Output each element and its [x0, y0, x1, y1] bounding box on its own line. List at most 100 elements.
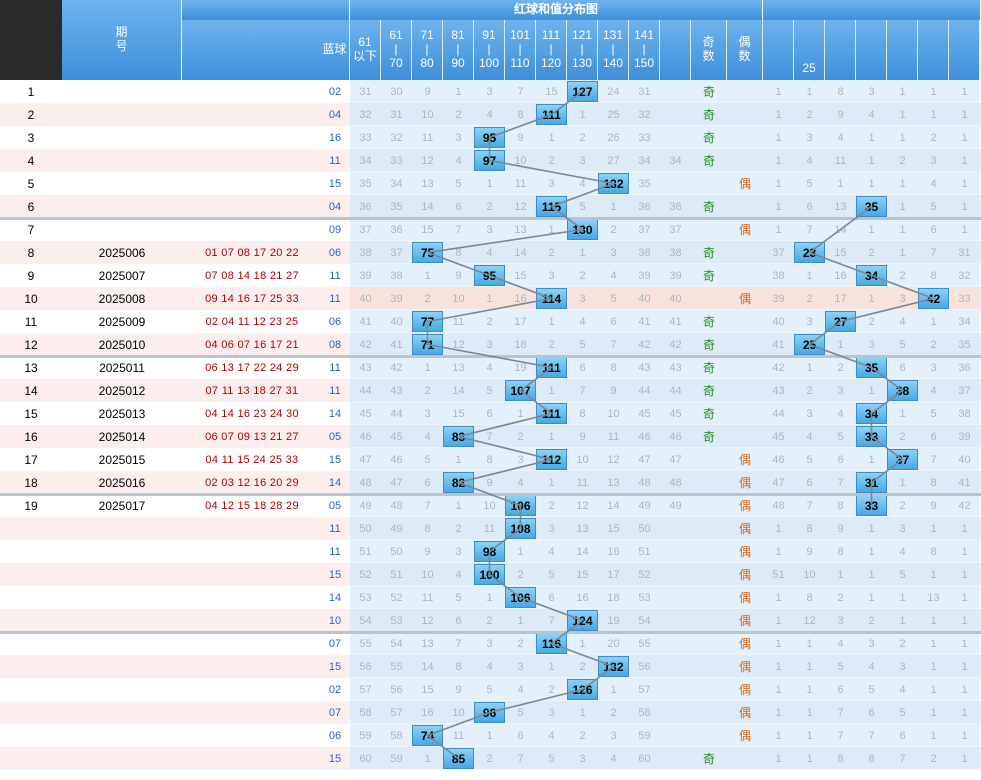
- right-miss: 1: [930, 706, 937, 719]
- right-miss: 1: [930, 637, 937, 650]
- miss-count: 1: [455, 499, 462, 512]
- miss-count: 35: [638, 177, 651, 190]
- row-number: [0, 540, 62, 563]
- miss-count: 9: [424, 545, 431, 558]
- miss-count: 13: [421, 177, 434, 190]
- miss-count: 1: [548, 131, 555, 144]
- miss-count: 1: [486, 591, 493, 604]
- right-miss: 7: [930, 246, 937, 259]
- right-miss: 1: [961, 683, 968, 696]
- miss-count: 6: [517, 729, 524, 742]
- row-number: 5: [27, 176, 35, 191]
- right-miss: 1: [775, 637, 782, 650]
- miss-count: 57: [638, 683, 651, 696]
- miss-count: 4: [548, 729, 555, 742]
- right-miss: 48: [772, 499, 785, 512]
- row-red-balls: 04 12 15 18 28 29: [205, 499, 299, 512]
- miss-count: 42: [359, 338, 372, 351]
- right-miss: 1: [775, 200, 782, 213]
- right-miss: 1: [775, 683, 782, 696]
- miss-count: 3: [517, 660, 524, 673]
- miss-count: 15: [576, 568, 589, 581]
- miss-count: 5: [548, 568, 555, 581]
- miss-count: 47: [638, 453, 651, 466]
- miss-count: 31: [359, 85, 372, 98]
- right-miss: 6: [837, 683, 844, 696]
- miss-count: 44: [359, 384, 372, 397]
- miss-count: 3: [548, 522, 555, 535]
- miss-count: 37: [669, 223, 682, 236]
- miss-count: 6: [455, 200, 462, 213]
- miss-count: 56: [638, 660, 651, 673]
- miss-count: 1: [579, 637, 586, 650]
- right-miss: 1: [899, 591, 906, 604]
- right-miss: 8: [868, 752, 875, 765]
- header-range: 111 | 120: [536, 20, 567, 80]
- row-blue-ball: 06: [328, 315, 342, 328]
- right-hit: 35: [856, 196, 887, 217]
- right-miss: 1: [899, 246, 906, 259]
- row-period: [62, 609, 182, 632]
- row-red-balls: [186, 747, 318, 770]
- miss-count: 43: [638, 361, 651, 374]
- row-period: 2025011: [99, 360, 145, 375]
- miss-count: 4: [610, 752, 617, 765]
- miss-count: 2: [424, 292, 431, 305]
- miss-count: 36: [638, 200, 651, 213]
- right-miss: 2: [899, 154, 906, 167]
- miss-count: 36: [390, 223, 403, 236]
- group-separator: [0, 493, 981, 496]
- right-miss: 5: [806, 177, 813, 190]
- miss-count: 1: [455, 453, 462, 466]
- miss-count: 8: [455, 660, 462, 673]
- row-number: [0, 586, 62, 609]
- miss-count: 5: [424, 453, 431, 466]
- miss-count: 10: [576, 453, 589, 466]
- row-period: 2025015: [98, 452, 146, 467]
- miss-count: 53: [390, 614, 403, 627]
- row-period: [62, 103, 182, 126]
- header-right-col: 25: [794, 20, 825, 80]
- row-blue-ball: 07: [328, 706, 342, 719]
- header-even: 偶 数: [727, 20, 763, 80]
- miss-count: 37: [359, 223, 372, 236]
- miss-count: 3: [610, 246, 617, 259]
- row-period: 2025009: [98, 314, 146, 329]
- row-red-balls: 06 13 17 22 24 29: [205, 361, 299, 374]
- miss-count: 45: [390, 430, 403, 443]
- row-blue-ball: 11: [329, 384, 341, 397]
- header-period: 期 号: [62, 0, 182, 80]
- miss-count: 11: [514, 177, 527, 190]
- miss-count: 58: [390, 729, 403, 742]
- row-period: [62, 195, 182, 218]
- miss-count: 9: [455, 269, 462, 282]
- miss-count: 16: [607, 545, 620, 558]
- row-red-balls: [186, 218, 318, 241]
- right-miss: 7: [806, 223, 813, 236]
- row-red-balls: [186, 149, 318, 172]
- miss-count: 7: [424, 499, 431, 512]
- header-odd: 奇 数: [691, 20, 727, 80]
- right-miss: 38: [958, 407, 971, 420]
- miss-count: 39: [359, 269, 372, 282]
- row-period: [62, 632, 182, 655]
- row-period: [62, 655, 182, 678]
- row-red-balls: 04 11 15 24 25 33: [205, 453, 299, 466]
- right-miss: 4: [899, 683, 906, 696]
- miss-count: 14: [452, 384, 465, 397]
- right-miss: 3: [930, 154, 937, 167]
- row-period: 2025007: [98, 268, 146, 283]
- right-miss: 1: [930, 568, 937, 581]
- row-red-balls: [186, 517, 318, 540]
- right-miss: 42: [772, 361, 785, 374]
- miss-count: 2: [486, 752, 493, 765]
- miss-count: 41: [638, 315, 651, 328]
- miss-count: 47: [359, 453, 372, 466]
- right-miss: 1: [961, 660, 968, 673]
- row-red-balls: [186, 632, 318, 655]
- header-right-col: [918, 20, 949, 80]
- miss-count: 12: [576, 499, 589, 512]
- header-draw-top: [182, 0, 350, 20]
- right-miss: 2: [837, 361, 844, 374]
- miss-count: 11: [421, 591, 434, 604]
